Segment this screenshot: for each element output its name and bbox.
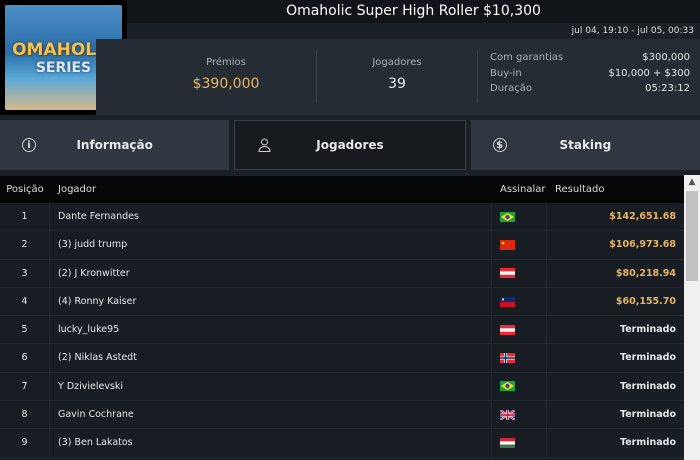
brazil-flag-icon <box>492 372 547 401</box>
result: Terminado <box>619 380 676 392</box>
tab-label: Informação <box>76 138 153 152</box>
column-header[interactable]: Resultado <box>555 184 605 195</box>
detail-label: Buy-in <box>490 67 522 79</box>
norway-flag-icon <box>492 344 547 372</box>
result: $142,651.68 <box>609 211 676 222</box>
table-row[interactable]: 9 (3) Ben Lakatos Terminado <box>0 429 684 458</box>
tournament-title: Omaholic Super High Roller $10,300 <box>127 0 700 23</box>
position: 9 <box>0 429 50 457</box>
scroll-up-icon[interactable]: ▲ <box>688 177 696 187</box>
players-label: Jogadores <box>372 57 422 68</box>
detail-value: $300,000 <box>642 52 690 63</box>
player-name[interactable]: Dante Fernandes <box>50 203 492 231</box>
table-row[interactable]: 3 (2) J Kronwitter $80,218.94 <box>0 259 684 288</box>
column-header[interactable]: Assinalar <box>500 184 546 195</box>
player-name[interactable]: Gavin Cochrane <box>50 401 492 429</box>
player-name[interactable]: lucky_luke95 <box>50 316 492 344</box>
result: Terminado <box>619 437 676 449</box>
logo-text: SERIES <box>35 59 92 76</box>
logo-text: OMAHOLIC <box>12 39 115 60</box>
position: 3 <box>0 259 50 287</box>
austria-flag-icon <box>492 259 547 287</box>
position: 8 <box>0 401 50 429</box>
liechtenstein-flag-icon <box>492 287 547 316</box>
austria-flag-icon <box>492 316 547 344</box>
user-icon <box>257 138 271 152</box>
tab-staking[interactable]: $ Staking <box>470 120 700 170</box>
column-header[interactable]: Posição <box>6 184 44 195</box>
players-table: Posição Jogador Assinalar Resultado 1 Dan… <box>0 176 684 458</box>
hungary-flag-icon <box>492 429 547 457</box>
uk-flag-icon <box>492 401 547 429</box>
tournament-dates: jul 04, 19:10 - jul 05, 00:33 <box>127 23 700 39</box>
position: 4 <box>0 287 50 316</box>
tournament-details: Com garantias $300,000 Buy-in $10,000 + $3… <box>478 39 700 115</box>
prizes-label: Prémios <box>206 57 246 68</box>
column-header[interactable]: Jogador <box>58 184 97 195</box>
tabs: i Informação Jogadores $ Staking <box>0 120 700 170</box>
scrollbar[interactable]: ▲ <box>684 175 700 460</box>
position: 2 <box>0 231 50 259</box>
prizes-value: $390,000 <box>192 76 260 92</box>
player-name[interactable]: (4) Ronny Kaiser <box>50 287 492 316</box>
tab-label: Jogadores <box>316 138 384 152</box>
detail-value: 05:23:12 <box>645 83 690 94</box>
tab-label: Staking <box>559 138 612 152</box>
position: 5 <box>0 316 50 344</box>
info-icon: i <box>22 138 36 152</box>
players-value: 39 <box>388 76 406 92</box>
stats-panel: Prémios $390,000 Jogadores 39 Com garantia… <box>96 39 700 115</box>
result: $106,973.68 <box>609 239 676 251</box>
table-row[interactable]: 6 (2) Niklas Astedt Terminado <box>0 344 684 373</box>
table-row[interactable]: 2 (3) judd trump $106,973.68 <box>0 231 684 260</box>
detail-value: $10,000 + $300 <box>608 67 690 79</box>
detail-label: Duração <box>490 83 533 94</box>
result: Terminado <box>619 324 676 336</box>
brazil-flag-icon <box>492 203 547 231</box>
player-name[interactable]: (3) Ben Lakatos <box>50 429 492 457</box>
tab-jogadores[interactable]: Jogadores <box>234 120 466 170</box>
divider <box>316 51 317 103</box>
table-header: Posição Jogador Assinalar Resultado <box>0 176 684 203</box>
scrollbar-thumb[interactable] <box>686 191 698 281</box>
result: $80,218.94 <box>615 267 676 279</box>
result: $60,155.70 <box>615 295 676 307</box>
divider <box>477 51 478 103</box>
table-row[interactable]: 8 Gavin Cochrane Terminado <box>0 401 684 430</box>
player-name[interactable]: (2) J Kronwitter <box>50 259 492 287</box>
table-row[interactable]: 1 Dante Fernandes $142,651.68 <box>0 203 684 232</box>
position: 6 <box>0 344 50 372</box>
player-name[interactable]: (3) judd trump <box>50 231 492 259</box>
result: Terminado <box>619 409 676 421</box>
table-row[interactable]: 4 (4) Ronny Kaiser $60,155.70 <box>0 287 684 317</box>
player-name[interactable]: Y Dzivielevski <box>50 372 492 401</box>
player-name[interactable]: (2) Niklas Astedt <box>50 344 492 372</box>
table-row[interactable]: 5 lucky_luke95 Terminado <box>0 316 684 345</box>
china-flag-icon <box>492 231 547 259</box>
position: 7 <box>0 372 50 401</box>
result: Terminado <box>619 352 676 364</box>
dollar-icon: $ <box>492 138 507 152</box>
detail-label: Com garantias <box>490 52 564 63</box>
tab-informacao[interactable]: i Informação <box>0 120 230 170</box>
position: 1 <box>0 203 50 231</box>
